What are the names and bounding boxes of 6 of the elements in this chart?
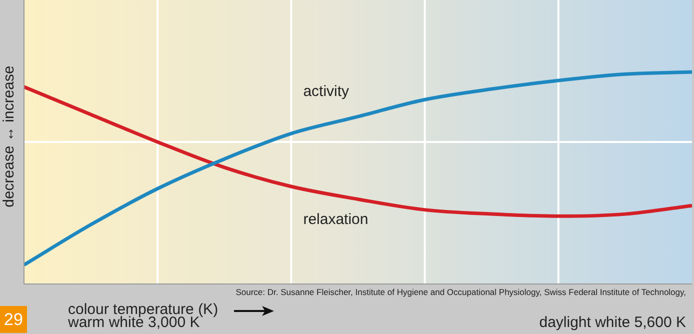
text: 29 [0, 306, 27, 333]
series-label: activity [303, 83, 350, 100]
y-axis-title: decrease ↔ increase [0, 64, 18, 210]
source-note: Source: Dr. Susanne Fleischer, Institute of Hygiene and Occupational Physiology, Swiss Federal Institute of Technology, [236, 287, 686, 297]
series-label: relaxation [303, 211, 368, 228]
text: daylight white 5,600 K [539, 314, 686, 331]
